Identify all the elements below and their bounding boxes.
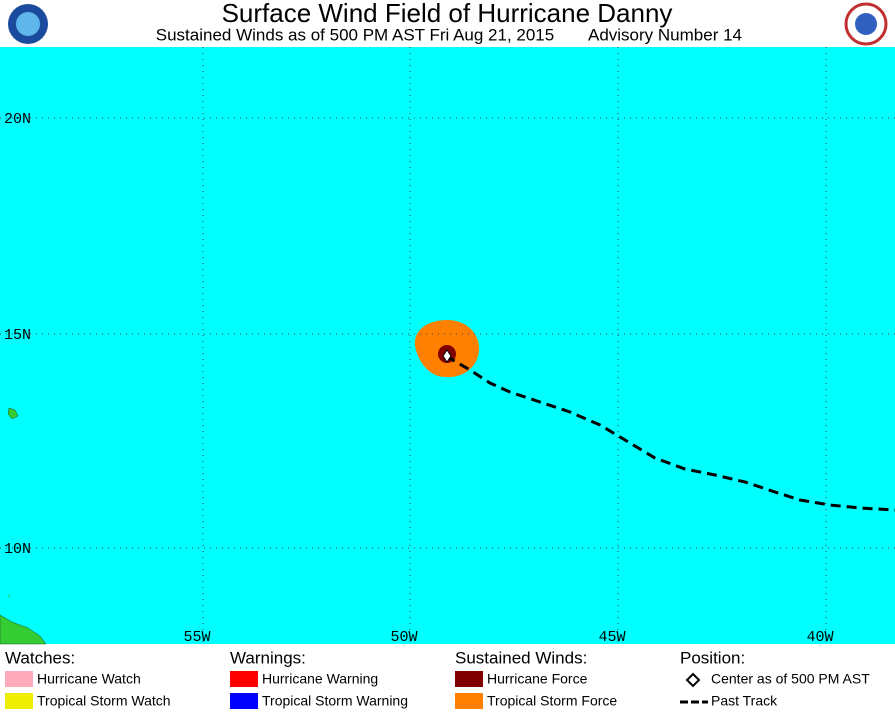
legend: Watches: Hurricane Watch Tropical Storm … xyxy=(5,648,870,709)
nws-logo-inner xyxy=(855,13,877,35)
advisory: Advisory Number 14 xyxy=(588,25,742,44)
swatch xyxy=(230,693,258,709)
title: Surface Wind Field of Hurricane Danny xyxy=(222,0,673,28)
lon-label: 45W xyxy=(598,629,625,646)
lon-label: 50W xyxy=(390,629,417,646)
swatch xyxy=(5,671,33,687)
legend-item: Tropical Storm Warning xyxy=(262,693,408,709)
legend-heading: Watches: xyxy=(5,648,75,667)
legend-item: Hurricane Warning xyxy=(262,671,378,687)
island xyxy=(8,595,10,598)
legend-item: Center as of 500 PM AST xyxy=(711,671,870,687)
legend-heading: Sustained Winds: xyxy=(455,648,587,667)
swatch xyxy=(455,671,483,687)
noaa-logo-inner xyxy=(16,12,40,36)
lat-label: 15N xyxy=(4,327,31,344)
lon-label: 55W xyxy=(183,629,210,646)
island xyxy=(7,407,19,420)
legend-item: Tropical Storm Watch xyxy=(37,693,171,709)
swatch xyxy=(230,671,258,687)
lat-label: 20N xyxy=(4,111,31,128)
legend-item: Hurricane Force xyxy=(487,671,588,687)
storm-center xyxy=(442,349,452,363)
land xyxy=(0,614,47,645)
legend-heading: Warnings: xyxy=(230,648,306,667)
legend-item: Tropical Storm Force xyxy=(487,693,617,709)
legend-heading: Position: xyxy=(680,648,745,667)
subtitle: Sustained Winds as of 500 PM AST Fri Aug… xyxy=(156,25,554,44)
map: 20N 15N 10N 55W 50W 45W 40W xyxy=(0,47,895,646)
lon-label: 40W xyxy=(806,629,833,646)
legend-item: Hurricane Watch xyxy=(37,671,141,687)
legend-item: Past Track xyxy=(711,693,778,709)
swatch xyxy=(455,693,483,709)
past-track xyxy=(445,354,895,512)
center-symbol xyxy=(685,672,701,688)
swatch xyxy=(5,693,33,709)
lat-label: 10N xyxy=(4,541,31,558)
